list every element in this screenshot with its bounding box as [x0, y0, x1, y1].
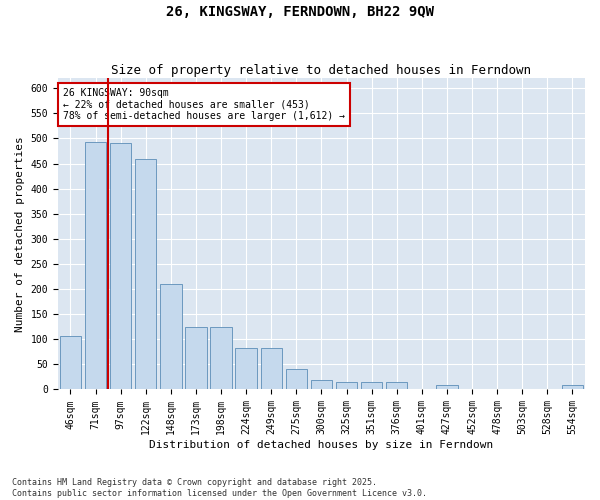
Bar [386, 382, 407, 390]
Bar [185, 326, 206, 390]
Bar [260, 348, 282, 390]
Bar [436, 386, 458, 390]
Bar [311, 380, 332, 390]
Bar [160, 284, 182, 390]
Y-axis label: Number of detached properties: Number of detached properties [15, 136, 25, 332]
Bar [336, 382, 357, 390]
Bar [110, 144, 131, 390]
Bar [211, 326, 232, 390]
Bar [85, 142, 106, 390]
Bar [60, 336, 81, 390]
Text: 26, KINGSWAY, FERNDOWN, BH22 9QW: 26, KINGSWAY, FERNDOWN, BH22 9QW [166, 5, 434, 19]
Bar [135, 158, 157, 390]
Text: Contains HM Land Registry data © Crown copyright and database right 2025.
Contai: Contains HM Land Registry data © Crown c… [12, 478, 427, 498]
Bar [562, 386, 583, 390]
Bar [286, 370, 307, 390]
Title: Size of property relative to detached houses in Ferndown: Size of property relative to detached ho… [112, 64, 532, 77]
Text: 26 KINGSWAY: 90sqm
← 22% of detached houses are smaller (453)
78% of semi-detach: 26 KINGSWAY: 90sqm ← 22% of detached hou… [63, 88, 345, 120]
X-axis label: Distribution of detached houses by size in Ferndown: Distribution of detached houses by size … [149, 440, 494, 450]
Bar [235, 348, 257, 390]
Bar [361, 382, 382, 390]
